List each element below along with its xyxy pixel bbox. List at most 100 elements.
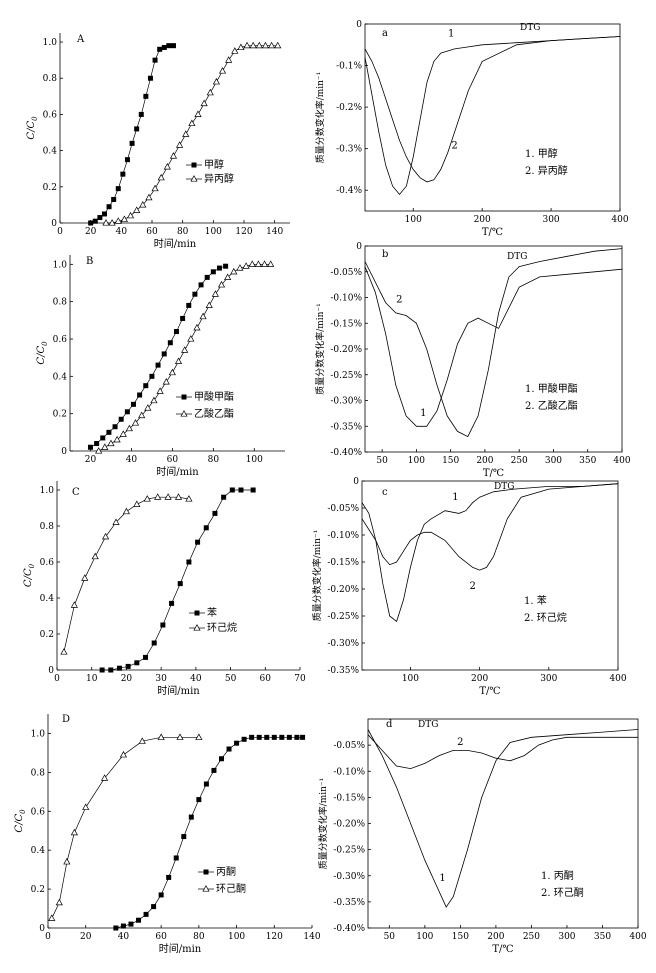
y-tick-label: 0.4: [43, 147, 58, 157]
legend-label: 环己酮: [216, 883, 246, 895]
y-tick-label: 0.4: [53, 372, 68, 382]
legend-marker-square: [181, 394, 187, 400]
y-tick-label: -0.10%: [333, 767, 365, 777]
y-tick-label: -0.15%: [333, 793, 365, 803]
data-point-square: [180, 315, 186, 321]
data-point-triangle: [157, 173, 165, 181]
x-tick-label: 40: [190, 674, 202, 684]
legend-label: 环己烷: [207, 621, 237, 634]
x-tick-label: 0: [54, 674, 60, 684]
data-point-triangle: [169, 152, 178, 159]
data-point-square: [129, 140, 135, 146]
y-axis-label-subscript: 0: [41, 341, 49, 346]
data-point-triangle: [133, 500, 141, 507]
data-point-square: [229, 487, 235, 493]
panel-label: B: [86, 256, 93, 267]
x-tick-label: 0: [45, 932, 51, 942]
y-tick-label: 0.2: [43, 183, 57, 193]
x-axis-label: 时间/min: [156, 465, 199, 478]
data-point-square: [188, 814, 194, 820]
data-point-square: [294, 734, 300, 740]
y-tick-label: 0.6: [31, 807, 46, 817]
data-point-square: [120, 923, 126, 929]
y-tick-label: 0.2: [53, 410, 67, 420]
y-tick-label: -0.05%: [330, 268, 362, 278]
y-tick-label: 0.8: [53, 298, 68, 308]
x-tick-label: 70: [294, 674, 306, 684]
data-point-square: [249, 734, 255, 740]
y-tick-label: 1.0: [53, 260, 68, 270]
y-axis-label-subscript: 0: [31, 116, 39, 121]
x-tick-label: 400: [611, 215, 628, 225]
data-point-square: [100, 435, 106, 441]
data-point-square: [166, 43, 172, 49]
x-tick-label: 120: [235, 227, 252, 237]
data-point-square: [136, 917, 142, 923]
x-tick-label: 300: [542, 215, 559, 225]
data-point-square: [92, 218, 98, 224]
y-tick-label: 0: [356, 242, 362, 252]
data-point-triangle: [145, 193, 153, 201]
x-tick-label: 50: [384, 932, 396, 942]
x-tick-label: 20: [85, 227, 97, 237]
y-tick-label: -0.35%: [327, 666, 359, 676]
x-tick-label: 400: [613, 456, 630, 466]
data-point-square: [241, 736, 247, 742]
y-tick-label: 0.8: [43, 74, 58, 84]
data-point-triangle: [249, 41, 257, 49]
data-point-square: [111, 196, 117, 202]
y-tick-label: 0.6: [40, 558, 55, 568]
data-point-square: [134, 660, 140, 666]
panel-C: 0 10 20 30 40 50 60 70 0 0.2 0.4 0.6 0.8 1.0 时间/min C/C…: [23, 481, 306, 697]
data-point-triangle: [143, 495, 151, 502]
y-tick-label: -0.20%: [333, 820, 365, 830]
data-point-triangle: [48, 914, 56, 921]
y-tick-label: -0.25%: [327, 612, 359, 622]
legend-label: 1. 丙酮: [541, 870, 574, 882]
x-tick-label: 100: [416, 932, 433, 942]
chart-subtitle: DTG: [507, 252, 527, 262]
data-point-triangle: [237, 43, 245, 51]
x-tick-label: 100: [205, 227, 222, 237]
data-point-square: [155, 362, 161, 368]
data-point-triangle: [63, 857, 71, 865]
x-tick-label: 80: [193, 932, 205, 942]
x-tick-label: 30: [155, 674, 167, 684]
data-point-triangle: [211, 290, 219, 297]
data-point-triangle: [187, 335, 195, 342]
data-point-triangle: [206, 88, 214, 96]
data-point-square: [137, 392, 143, 398]
legend-label: 2. 异丙醇: [525, 164, 568, 177]
y-tick-label: 0: [48, 666, 54, 676]
y-tick-label: -0.4%: [336, 186, 362, 196]
x-tick-label: 60: [146, 227, 158, 237]
data-point-triangle: [224, 273, 232, 280]
x-tick-label: 50: [225, 674, 237, 684]
data-point-square: [210, 269, 216, 275]
x-axis-label: T/℃: [482, 227, 503, 238]
data-point-square: [94, 441, 100, 447]
panel-label: d: [386, 719, 393, 730]
data-point-square: [216, 265, 222, 271]
series-line-丙酮: [115, 736, 303, 929]
data-point-square: [151, 904, 157, 910]
data-point-triangle: [181, 346, 189, 353]
y-tick-label: 1.0: [31, 729, 46, 739]
plot-frame: [367, 718, 639, 929]
x-tick-label: 60: [260, 674, 272, 684]
y-axis-label-main: C/C: [26, 121, 37, 140]
x-tick-label: 140: [303, 932, 320, 942]
y-tick-label: -0.25%: [333, 846, 365, 856]
curve-number-label: 1: [420, 408, 426, 419]
y-tick-label: 0: [39, 924, 45, 934]
data-point-triangle: [119, 430, 127, 437]
data-point-square: [115, 186, 121, 192]
data-point-triangle: [102, 219, 110, 226]
data-point-triangle: [102, 532, 110, 540]
data-point-square: [192, 291, 198, 297]
data-point-triangle: [101, 443, 109, 450]
data-point-triangle: [81, 574, 89, 581]
data-point-triangle: [242, 262, 250, 269]
data-point-triangle: [82, 803, 90, 810]
